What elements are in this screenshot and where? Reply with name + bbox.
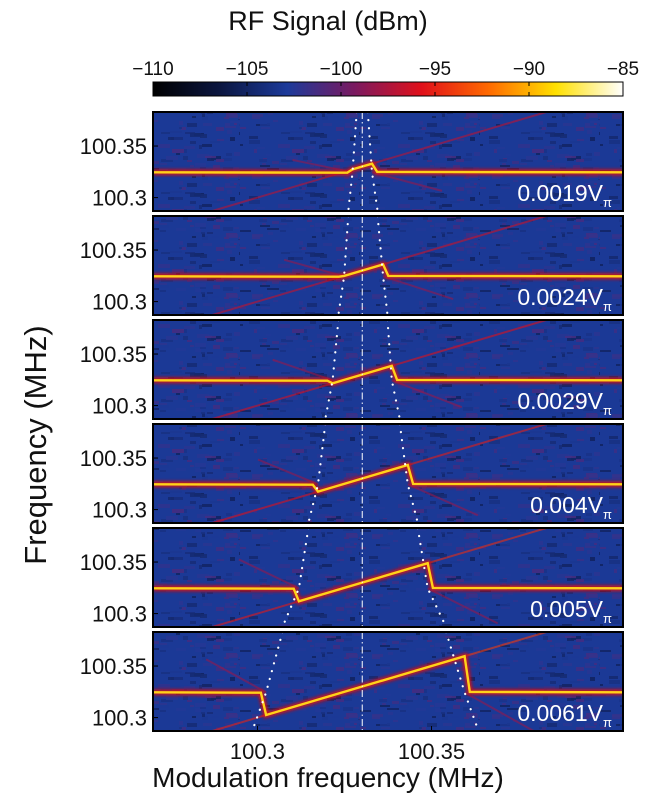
dotted-boundary xyxy=(416,528,448,627)
signal-trace xyxy=(153,654,623,717)
x-axis-label: Modulation frequency (MHz) xyxy=(152,762,504,793)
idler-line xyxy=(208,168,353,211)
y-tick-label: 100.3 xyxy=(92,602,147,627)
colorbar-tick-label: −85 xyxy=(607,59,639,80)
idler-line xyxy=(208,382,333,419)
y-tick-label: 100.35 xyxy=(80,134,147,159)
sideband-line xyxy=(371,171,443,192)
y-tick-label: 100.35 xyxy=(80,342,147,367)
panel-amplitude-label: 0.0024Vπ xyxy=(517,284,612,314)
panel-4: 100.3 100.35 0.004Vπ xyxy=(80,423,624,524)
sideband-line xyxy=(238,558,300,590)
y-tick-label: 100.3 xyxy=(92,394,147,419)
sideband-line xyxy=(464,691,536,731)
y-tick-label: 100.3 xyxy=(92,498,147,523)
sideband-line xyxy=(205,658,267,694)
y-tick-label: 100.35 xyxy=(80,446,147,471)
sideband-line xyxy=(407,483,479,517)
dotted-boundary xyxy=(281,528,310,627)
colorbar-tick-label: −105 xyxy=(226,59,269,80)
panel-amplitude-label: 0.0019Vπ xyxy=(517,180,612,210)
sideband-line xyxy=(382,275,454,300)
y-tick-label: 100.35 xyxy=(80,238,147,263)
panel-amplitude-label: 0.0029Vπ xyxy=(517,388,612,418)
idler-line xyxy=(208,714,267,731)
dotted-boundary xyxy=(251,632,284,731)
signal-trace xyxy=(153,262,623,278)
colorbar-gradient xyxy=(152,81,624,97)
panel-6: 100.3 100.35 0.0061Vπ xyxy=(80,631,624,732)
signal-trace xyxy=(153,463,623,493)
idler-line xyxy=(208,274,345,315)
colorbar-title: RF Signal (dBm) xyxy=(228,6,428,36)
x-ticks: 100.3 100.35 xyxy=(230,726,465,764)
x-tick-label: 100.3 xyxy=(230,739,285,764)
signal-trace xyxy=(153,561,623,603)
y-tick-label: 100.3 xyxy=(92,706,147,731)
idler-line xyxy=(382,216,550,266)
colorbar: −110 −105 −100 −95 −90 −85 xyxy=(132,59,639,97)
panel-1: 100.3 100.35 0.0019Vπ xyxy=(80,111,624,212)
idler-line xyxy=(427,528,550,565)
sideband-line xyxy=(391,379,463,409)
sideband-line xyxy=(427,587,499,625)
panels: 100.3100.350.0019Vπ100.3100.350.0024Vπ10… xyxy=(80,111,624,732)
idler-line xyxy=(208,600,300,627)
panel-frame xyxy=(152,527,624,628)
x-tick-label: 100.35 xyxy=(398,739,465,764)
idler-line xyxy=(407,424,550,467)
y-tick-label: 100.3 xyxy=(92,290,147,315)
panel-frame xyxy=(152,319,624,420)
panel-background xyxy=(153,112,623,211)
colorbar-tick-label: −110 xyxy=(132,59,173,80)
colorbar-tick-label: −90 xyxy=(513,59,545,80)
y-tick-label: 100.35 xyxy=(80,550,147,575)
sideband-line xyxy=(283,258,345,278)
panel-2: 100.3 100.35 0.0024Vπ xyxy=(80,215,624,316)
sideband-line xyxy=(257,458,319,486)
panel-frame xyxy=(152,215,624,316)
panel-frame xyxy=(152,631,624,732)
idler-line xyxy=(391,320,550,367)
idler-line xyxy=(371,112,550,165)
panel-frame xyxy=(152,111,624,212)
panel-5: 100.3 100.35 0.005Vπ xyxy=(80,527,624,628)
panel-3: 100.3 100.35 0.0029Vπ xyxy=(80,319,624,420)
panel-amplitude-label: 0.005Vπ xyxy=(530,596,612,626)
colorbar-tick-label: −100 xyxy=(320,59,363,80)
panel-frame xyxy=(152,423,624,524)
y-tick-label: 100.35 xyxy=(80,654,147,679)
y-tick-label: 100.3 xyxy=(92,186,147,211)
sideband-line xyxy=(272,358,333,382)
panel-amplitude-label: 0.004Vπ xyxy=(530,492,612,522)
colorbar-tick-label: −95 xyxy=(419,59,451,80)
panel-background xyxy=(153,216,623,315)
idler-line xyxy=(208,490,319,523)
panel-amplitude-label: 0.0061Vπ xyxy=(517,700,612,730)
